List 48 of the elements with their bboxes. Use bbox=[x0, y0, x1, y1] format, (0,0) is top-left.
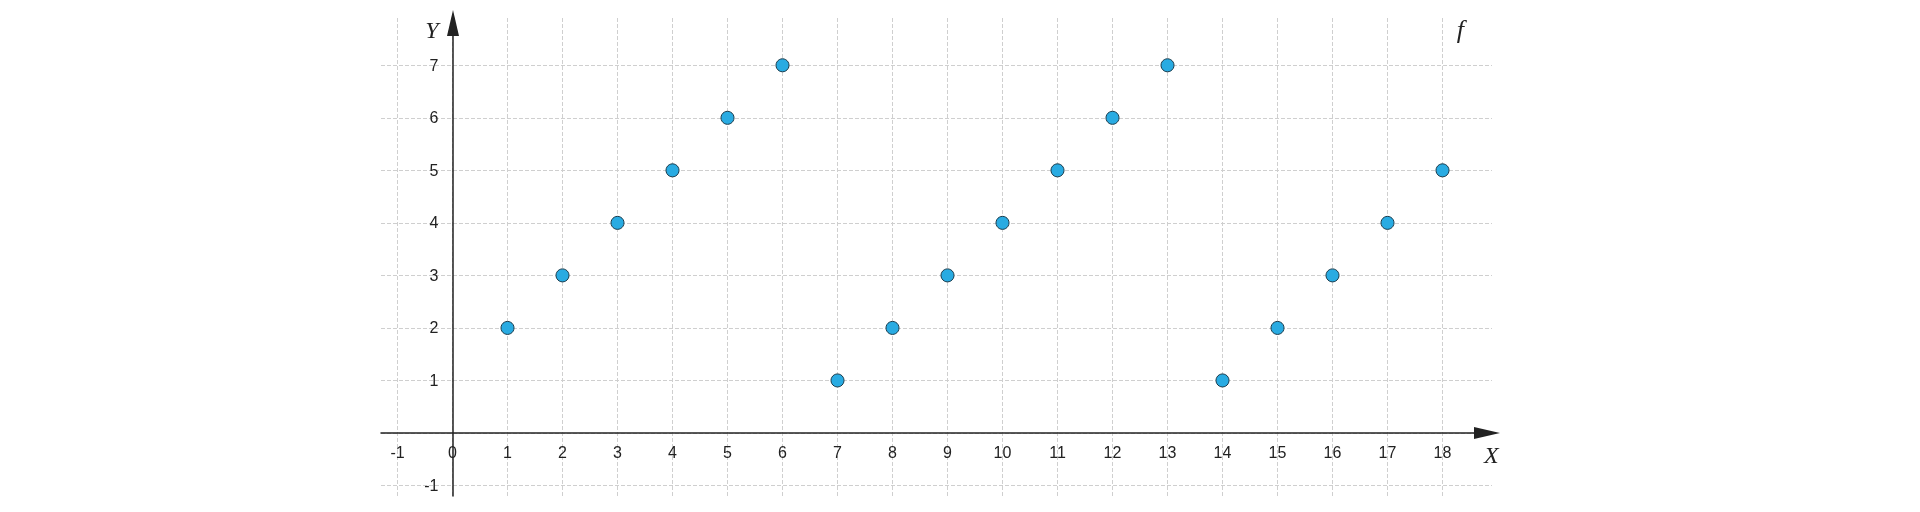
y-tick-label: 3 bbox=[429, 266, 439, 284]
x-tick-label: 11 bbox=[1049, 444, 1066, 462]
point bbox=[1215, 373, 1230, 388]
y-axis-title: Y bbox=[425, 17, 442, 43]
point bbox=[940, 268, 955, 283]
y-tick-label: 7 bbox=[429, 56, 439, 74]
x-tick-label: 13 bbox=[1158, 444, 1177, 462]
y-tick-label: 5 bbox=[429, 161, 439, 179]
y-tick-label: -1 bbox=[424, 476, 439, 494]
point bbox=[1105, 110, 1120, 125]
x-tick-label: 9 bbox=[943, 444, 953, 462]
x-tick-label: 18 bbox=[1433, 444, 1452, 462]
y-tick-label: 4 bbox=[429, 214, 439, 232]
x-tick-label: 14 bbox=[1213, 444, 1232, 462]
x-tick-label: -1 bbox=[390, 444, 405, 462]
y-tick-label: 1 bbox=[429, 371, 439, 389]
x-tick-label: 15 bbox=[1268, 444, 1287, 462]
point bbox=[995, 215, 1010, 230]
point bbox=[1435, 163, 1450, 178]
x-tick-label: 7 bbox=[833, 444, 843, 462]
point bbox=[885, 320, 900, 335]
annotation: f bbox=[1456, 14, 1468, 44]
point bbox=[720, 110, 735, 125]
point bbox=[1325, 268, 1340, 283]
point bbox=[610, 215, 625, 230]
point bbox=[500, 320, 515, 335]
x-tick-label: 12 bbox=[1103, 444, 1122, 462]
x-tick-label: 10 bbox=[993, 444, 1012, 462]
point bbox=[1160, 58, 1175, 73]
x-tick-label: 17 bbox=[1378, 444, 1397, 462]
point bbox=[830, 373, 845, 388]
point bbox=[1050, 163, 1065, 178]
x-tick-label: 4 bbox=[668, 444, 678, 462]
point bbox=[1270, 320, 1285, 335]
x-tick-label: 16 bbox=[1323, 444, 1342, 462]
x-tick-label: 3 bbox=[613, 444, 623, 462]
x-tick-label: 6 bbox=[778, 444, 788, 462]
x-tick-label: 8 bbox=[888, 444, 898, 462]
point bbox=[1380, 215, 1395, 230]
x-tick-label: 1 bbox=[503, 444, 513, 462]
y-tick-label: 6 bbox=[429, 109, 439, 127]
point bbox=[665, 163, 680, 178]
x-tick-label: 2 bbox=[558, 444, 568, 462]
y-tick-label: 2 bbox=[429, 319, 439, 337]
x-tick-label: 5 bbox=[723, 444, 733, 462]
x-axis-title: X bbox=[1483, 441, 1500, 468]
point bbox=[775, 58, 790, 73]
point bbox=[555, 268, 570, 283]
